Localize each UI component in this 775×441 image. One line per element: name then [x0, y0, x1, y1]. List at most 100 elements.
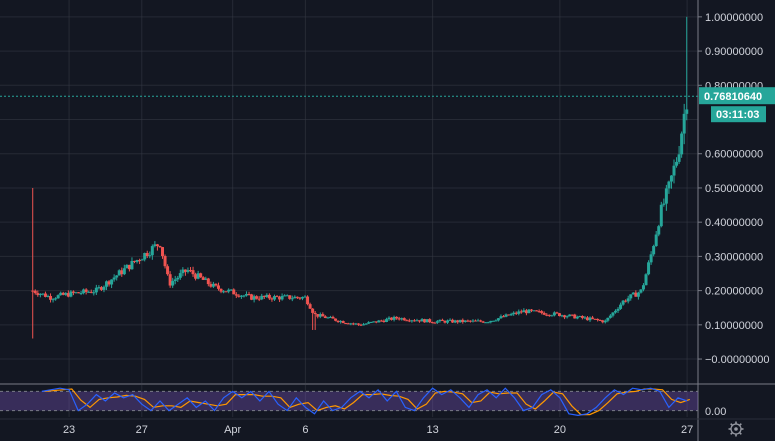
candle-body-190 — [514, 312, 518, 314]
y-tick-label-1: 0.90000000 — [705, 46, 763, 58]
candle-body-253 — [675, 161, 679, 166]
candle-body-100 — [285, 295, 289, 297]
candle-body-196 — [529, 309, 533, 311]
candle-body-96 — [275, 296, 279, 298]
candle-body-165 — [451, 319, 455, 323]
candle-body-256 — [682, 113, 686, 134]
candle-body-128 — [356, 323, 360, 325]
candle-body-30 — [107, 281, 111, 285]
candle-body-5 — [43, 293, 47, 297]
candle-body-160 — [438, 319, 442, 322]
candle-body-37 — [125, 264, 129, 269]
candle-body-76 — [224, 291, 228, 293]
x-tick-label-4: 13 — [426, 424, 438, 436]
candle-body-95 — [272, 296, 276, 300]
candle-body-129 — [359, 324, 363, 326]
candle-body-20 — [82, 289, 86, 294]
candle-body-227 — [608, 315, 612, 318]
candle-body-169 — [461, 319, 465, 323]
candle-body-220 — [591, 317, 595, 319]
candle-body-236 — [631, 292, 635, 295]
candle-body-208 — [560, 315, 564, 317]
candle-body-144 — [397, 318, 401, 320]
candle-body-83 — [242, 295, 246, 297]
candle-body-241 — [644, 274, 648, 286]
candle-body-189 — [512, 312, 516, 315]
candle-body-47 — [150, 246, 154, 256]
candle-body-156 — [428, 319, 432, 323]
osc-tick-label-0: 0.00 — [705, 406, 726, 418]
candle-body-143 — [395, 316, 399, 319]
candle-body-114 — [321, 314, 325, 317]
gear-icon[interactable] — [728, 421, 744, 437]
candle-body-88 — [255, 296, 259, 299]
candle-body-70 — [209, 284, 213, 287]
candle-body-199 — [537, 311, 541, 313]
candle-body-148 — [407, 320, 411, 322]
candle-body-101 — [288, 295, 292, 299]
candle-body-147 — [405, 320, 409, 322]
candle-body-244 — [652, 246, 656, 255]
candle-body-214 — [575, 316, 579, 319]
candle-body-173 — [471, 320, 475, 322]
gear-tooth-3 — [730, 431, 734, 435]
candle-body-250 — [667, 181, 671, 189]
candle-body-186 — [504, 314, 508, 317]
candle-body-142 — [392, 316, 396, 320]
candle-body-102 — [290, 298, 294, 300]
candle-body-74 — [219, 288, 223, 292]
candle-body-40 — [133, 260, 137, 262]
candle-body-145 — [400, 318, 404, 320]
candle-body-80 — [234, 294, 238, 296]
candle-body-104 — [295, 296, 299, 298]
candle-body-26 — [97, 287, 101, 289]
candle-body-112 — [316, 314, 320, 317]
candle-body-202 — [545, 314, 549, 316]
countdown-label: 03:11:03 — [716, 109, 759, 121]
time-axis[interactable]: 23 27 Apr 6 13 20 27 — [63, 424, 693, 436]
candle-body-116 — [326, 317, 330, 319]
candle-body-63 — [191, 270, 195, 275]
candle-body-33 — [115, 275, 119, 278]
candle-body-255 — [680, 133, 684, 155]
candle-body-242 — [647, 262, 651, 275]
gear-tooth-7 — [738, 423, 742, 427]
candle-body-16 — [71, 291, 75, 293]
candle-body-151 — [415, 320, 419, 322]
y-tick-label-5: 0.50000000 — [705, 183, 763, 195]
candle-body-174 — [474, 320, 478, 322]
candle-body-243 — [649, 254, 653, 263]
candle-body-247 — [659, 204, 663, 227]
candle-body-23 — [89, 291, 93, 293]
candle-body-106 — [300, 297, 304, 299]
candle-body-181 — [491, 320, 495, 322]
candle-body-1 — [33, 290, 37, 294]
candle-body-65 — [196, 273, 200, 279]
candle-body-27 — [99, 287, 103, 290]
candle-body-51 — [161, 247, 165, 257]
candle-body-6 — [46, 296, 50, 298]
x-tick-label-2: Apr — [224, 424, 241, 436]
candle-body-191 — [517, 311, 521, 314]
candle-body-221 — [593, 318, 597, 320]
stoch-k-line — [41, 387, 688, 417]
candle-body-49 — [155, 244, 159, 247]
candle-body-58 — [178, 273, 182, 278]
candle-body-164 — [448, 319, 452, 321]
candle-body-15 — [69, 291, 73, 297]
candle-body-31 — [110, 279, 114, 285]
last-price-tag-bg — [699, 87, 775, 105]
candle-body-185 — [502, 316, 506, 318]
x-tick-label-6: 27 — [681, 424, 693, 436]
candle-body-87 — [252, 296, 256, 300]
candle-body-44 — [143, 253, 147, 260]
candle-body-166 — [453, 320, 457, 323]
x-tick-label-3: 6 — [302, 424, 308, 436]
candle-body-152 — [418, 320, 422, 322]
candle-body-177 — [481, 321, 485, 323]
candle-body-223 — [598, 319, 602, 321]
